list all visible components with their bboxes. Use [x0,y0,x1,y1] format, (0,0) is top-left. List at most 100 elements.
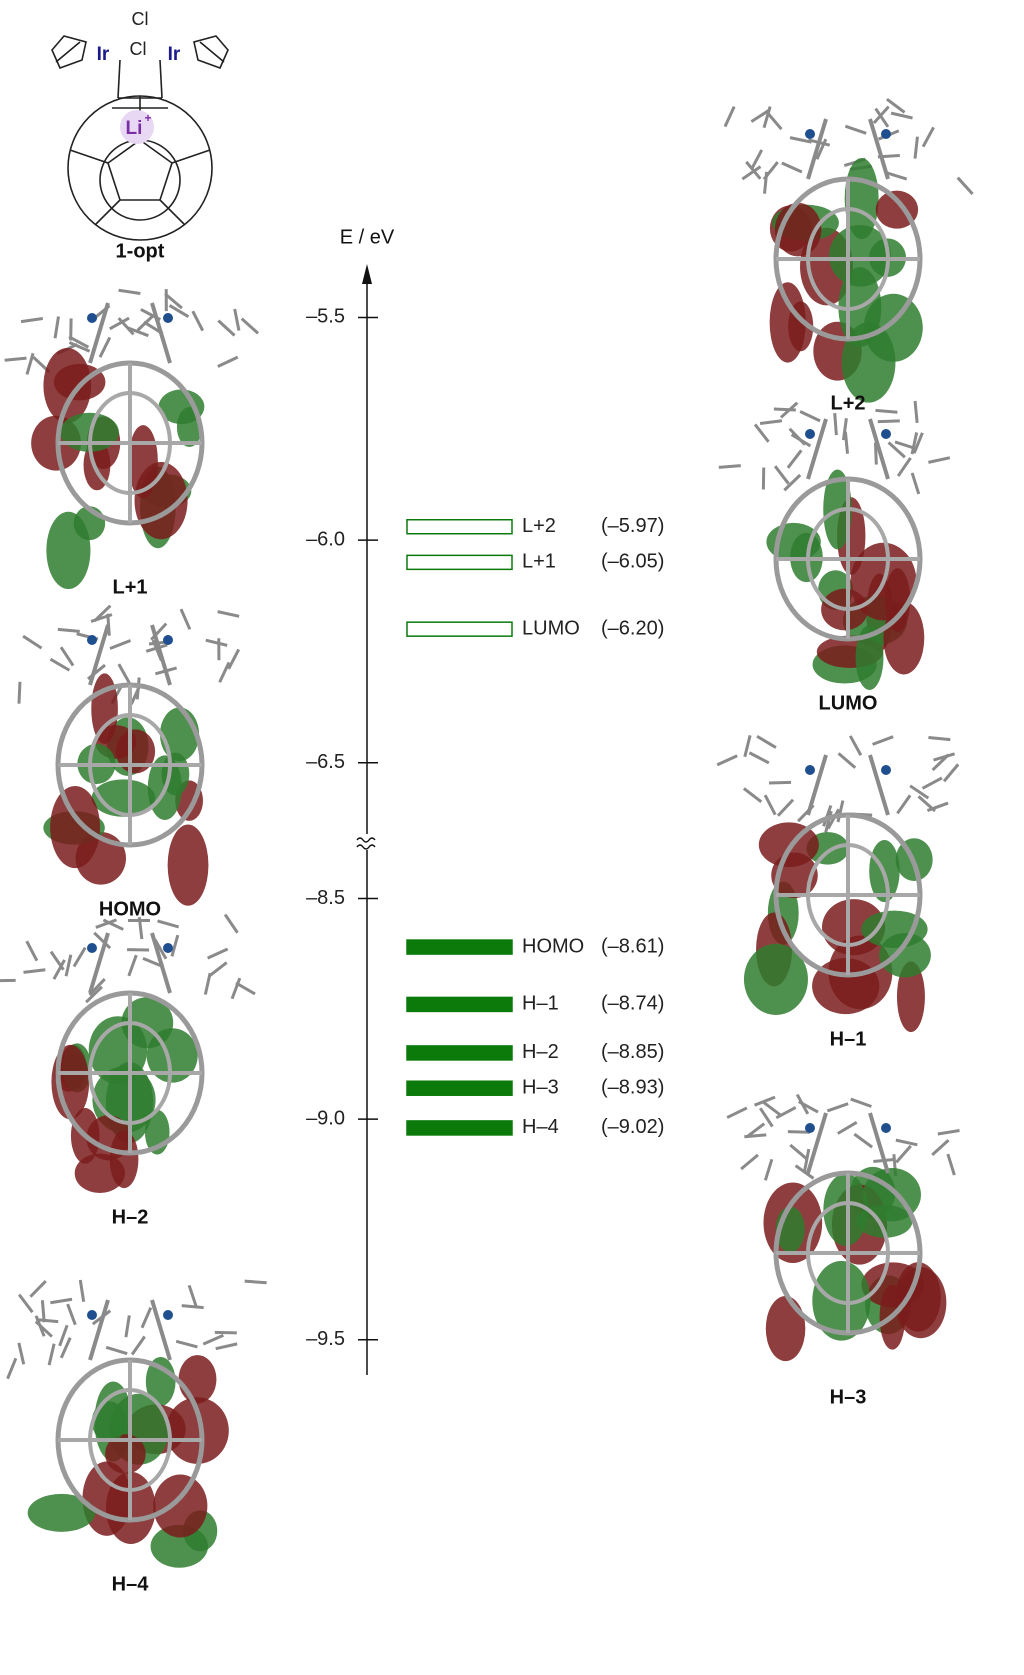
orbital-picture [8,1280,267,1568]
energy-level-bar [407,1046,512,1060]
ligand-bond [948,1154,955,1175]
ligand-bond [23,970,45,973]
figure: Cl Cl Ir Ir Li + 1-opt E / eV –5.5–6.0–6… [0,0,1024,1670]
ligand-bond [932,1140,948,1155]
level-label: H–2 [522,1041,559,1063]
orbital-picture [5,289,258,589]
level-value-label: (–8.85) [601,1041,664,1063]
ligand-bond [119,290,141,293]
ligand-bond [132,1336,145,1354]
ligand-bond [765,1159,772,1180]
ligand-bond [30,1281,45,1297]
ligand-bond [60,1325,68,1346]
ligand-bond [873,737,894,745]
ligand-bond [854,1134,872,1147]
level-value-label: (–6.20) [601,617,664,639]
metal-atom [87,943,97,953]
atom-label: Li [126,118,143,139]
ligand-bond [158,921,179,927]
ligand-bond [763,1102,781,1115]
metal-atom [163,313,173,323]
ligand-bond [19,1295,32,1313]
ligand-bond [744,788,761,801]
cage [152,1300,170,1360]
energy-level-bar [407,940,512,954]
orbital-picture [727,1095,959,1362]
ligand-bond [209,963,226,976]
ligand-bond [205,973,210,994]
cage [152,303,170,363]
metal-atom [805,765,815,775]
orbital-picture [0,915,255,1193]
ligand-bond [898,458,910,476]
orbital-caption: HOMO [99,898,161,920]
metal-atom [163,943,173,953]
ligand-bond [839,753,856,767]
ligand-bond [8,1358,16,1378]
ligand-bond [727,1108,747,1118]
metal-atom [805,1123,815,1133]
ligand-bond [203,1335,223,1344]
ligand-bond [215,1332,237,1333]
ligand-bond [232,978,240,999]
ligand-bond [915,401,917,423]
ligand-bond [928,458,949,463]
ligand-bond [744,1135,766,1137]
cage [870,1113,888,1173]
ligand-bond [106,1347,127,1353]
ligand-bond [242,319,258,334]
level-value-label: (–6.05) [601,551,664,573]
metal-atom [87,313,97,323]
ligand-bond [755,424,768,441]
orbital-caption: H–1 [830,1028,867,1050]
metal-atom [881,1123,891,1133]
orbital-caption: L+1 [112,576,147,598]
ligand-bond [778,800,793,816]
ligand-bond [129,955,136,976]
ligand-bond [142,1308,151,1328]
ligand-bond [172,935,178,956]
ligand-bond [923,127,933,146]
ligand-bond [719,466,741,468]
ligand-bond [788,1132,810,1133]
ligand-bond [897,795,910,813]
ligand-bond [912,473,919,494]
metal-atom [87,635,97,645]
level-label: LUMO [522,617,580,639]
level-label: H–1 [522,993,559,1015]
orbital-caption: LUMO [819,692,878,714]
ligand-bond [827,1104,848,1111]
ligand-bond [923,778,942,788]
level-value-label: (–5.97) [601,515,664,537]
ligand-bond [769,782,791,783]
metal-atom [163,1310,173,1320]
axis-label: E / eV [340,226,395,248]
ligand-bond [749,753,769,763]
ligand-bond [61,647,73,665]
metal-atom [881,765,891,775]
orbital-picture [19,606,239,906]
ligand-bond [790,1145,807,1159]
ligand-bond [236,983,255,994]
atom-label: Cl [130,39,147,59]
ligand-bond [928,737,950,739]
orbital-lobe [92,1401,127,1442]
ligand-bond [878,421,900,422]
ligand-bond [27,941,37,961]
level-value-label: (–9.02) [601,1116,664,1138]
ligand-bond [216,1344,237,1349]
orbital-lobe [50,786,100,868]
y-tick-label: –9.5 [306,1328,345,1350]
atom-label: Ir [97,44,110,65]
ligand-bond [764,162,778,179]
metal-atom [87,1310,97,1320]
ligand-bond [875,410,897,412]
ligand-bond [741,1155,758,1169]
ligand-bond [74,948,85,967]
ligand-bond [800,411,820,420]
cage [808,119,826,179]
orbital-caption: H–2 [112,1206,149,1228]
y-tick-label: –9.0 [306,1107,345,1129]
orbital-lobe [153,1475,207,1538]
ligand-bond [799,1102,818,1112]
